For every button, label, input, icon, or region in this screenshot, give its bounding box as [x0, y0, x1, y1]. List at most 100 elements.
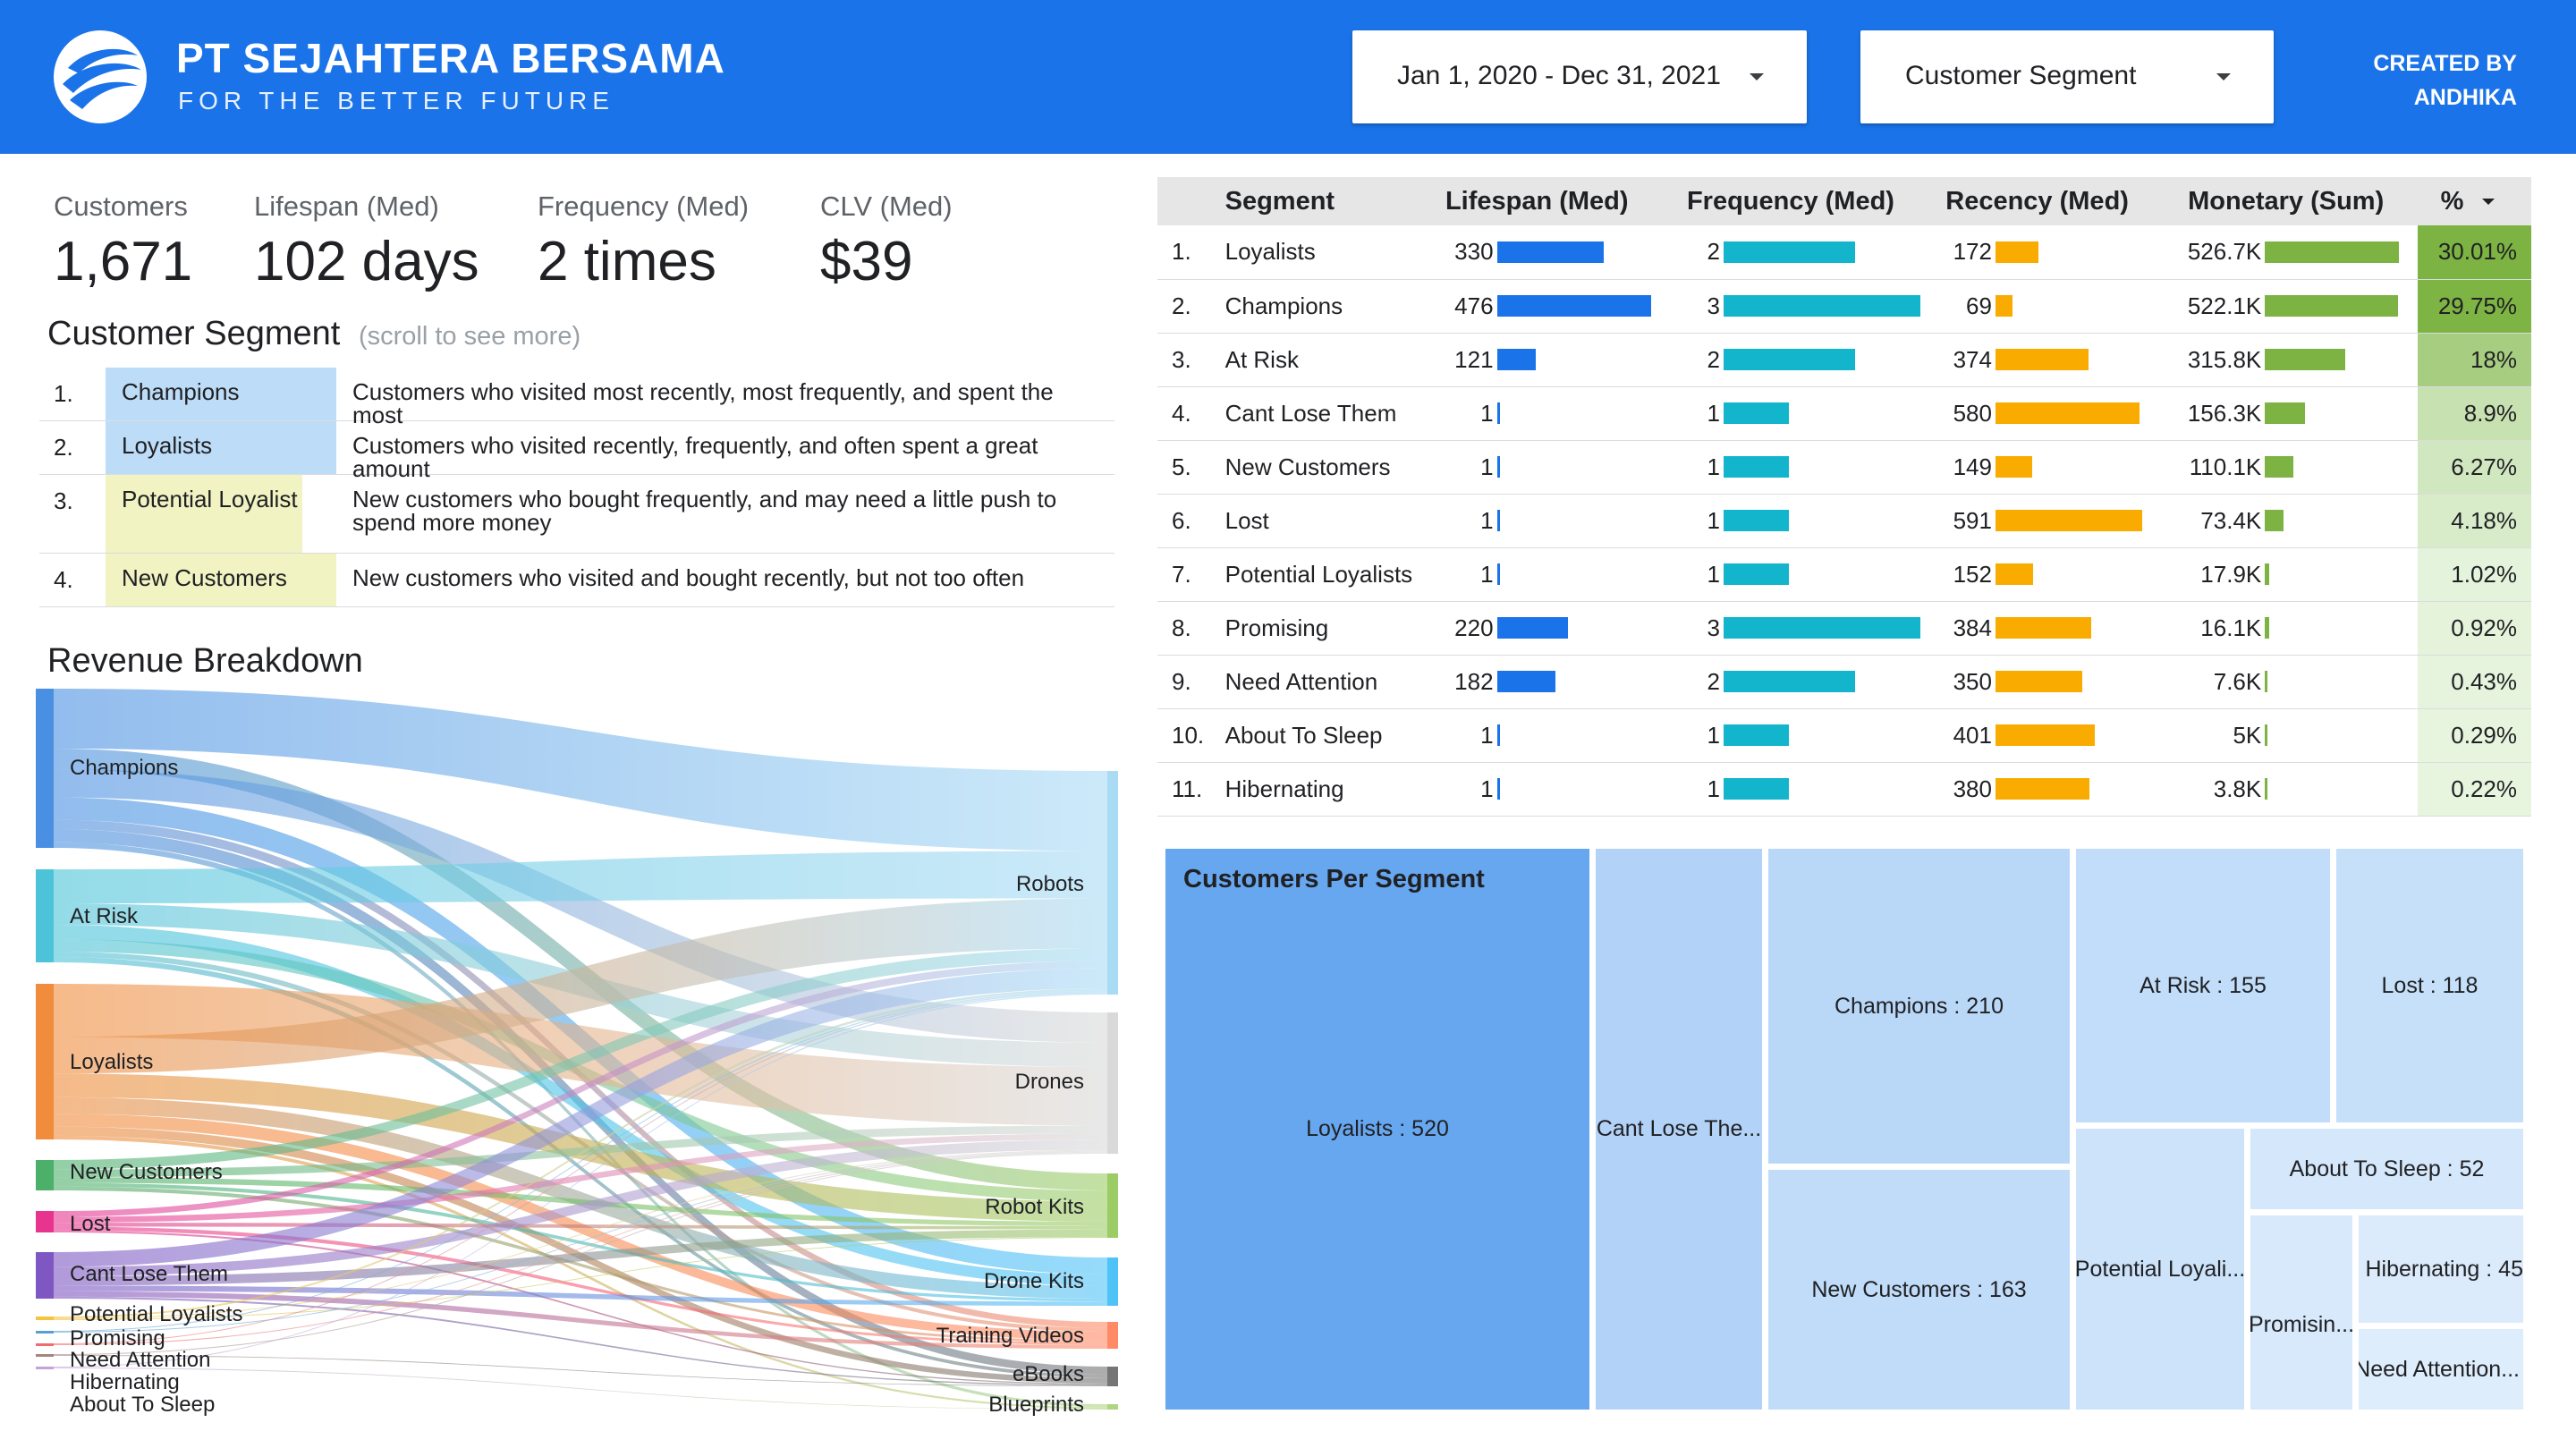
- table-row[interactable]: 8. Promising 220 3 384 16.1K 0.92%: [1157, 601, 2531, 656]
- table-row[interactable]: 3. At Risk 121 2 374 315.8K 18%: [1157, 333, 2531, 387]
- segment-filter-dropdown[interactable]: Customer Segment: [1860, 30, 2274, 123]
- sankey-link[interactable]: [54, 1296, 1107, 1386]
- treemap-cell-about-to-sleep[interactable]: About To Sleep : 52: [2250, 1129, 2523, 1209]
- sankey-link[interactable]: [54, 898, 1107, 1074]
- table-row[interactable]: 4. Cant Lose Them 1 1 580 156.3K 8.9%: [1157, 386, 2531, 441]
- sankey-source-node[interactable]: [36, 1354, 54, 1357]
- sankey-source-node[interactable]: [36, 1343, 54, 1346]
- cell-rec: 580: [1919, 386, 2155, 441]
- bar-cell: 1: [1661, 400, 1920, 428]
- sankey-link[interactable]: [54, 988, 1107, 1318]
- sankey-link[interactable]: [54, 1226, 1107, 1345]
- sankey-link[interactable]: [54, 1125, 1107, 1178]
- sankey-link[interactable]: [54, 1152, 1107, 1355]
- sankey-link[interactable]: [54, 1230, 1107, 1385]
- bar-cell: 580: [1920, 400, 2154, 428]
- treemap-cell-cant-lose-them[interactable]: Cant Lose The...: [1596, 849, 1762, 1410]
- data-bar: [2265, 671, 2268, 692]
- sankey-source-node[interactable]: [36, 1160, 54, 1190]
- bar-cell: 3: [1661, 292, 1920, 320]
- table-row[interactable]: 11. Hibernating 1 1 380 3.8K 0.22%: [1157, 762, 2531, 817]
- sankey-link[interactable]: [54, 1149, 1107, 1319]
- sankey-target-node[interactable]: [1107, 1173, 1118, 1238]
- table-row[interactable]: 7. Potential Loyalists 1 1 152 17.9K 1.02%: [1157, 547, 2531, 602]
- sankey-target-node[interactable]: [1107, 1404, 1118, 1410]
- sankey-target-node[interactable]: [1107, 1257, 1118, 1306]
- sankey-link[interactable]: [54, 689, 1107, 851]
- sankey-link[interactable]: [54, 992, 1107, 1344]
- sankey-link[interactable]: [54, 1097, 1107, 1300]
- header-percent[interactable]: %: [2418, 177, 2531, 225]
- bar-cell: 522.1K: [2154, 292, 2418, 320]
- data-bar: [1723, 671, 1855, 692]
- header-monetary[interactable]: Monetary (Sum): [2154, 177, 2419, 225]
- treemap-cell-potential-loyalists[interactable]: Potential Loyali...: [2076, 1129, 2244, 1410]
- sankey-node-label: Potential Loyalists: [70, 1302, 242, 1326]
- sankey-source-node[interactable]: [36, 1317, 54, 1320]
- data-bar: [1995, 778, 2090, 800]
- revenue-sankey-chart[interactable]: Champions At Risk Loyalists New Customers Lo…: [36, 689, 1118, 1422]
- sankey-link[interactable]: [54, 1186, 1107, 1343]
- treemap-cell-loyalists[interactable]: Loyalists : 520: [1165, 849, 1589, 1410]
- cell-freq: 1: [1660, 547, 1920, 602]
- treemap-cell-at-risk[interactable]: At Risk : 155: [2076, 849, 2330, 1122]
- sankey-link[interactable]: [54, 1229, 1107, 1286]
- sankey-link[interactable]: [54, 1355, 1107, 1386]
- treemap-cell-lost[interactable]: Lost : 118: [2336, 849, 2523, 1122]
- sankey-source-node[interactable]: [36, 869, 54, 962]
- sankey-link[interactable]: [54, 925, 1107, 1286]
- sankey-link[interactable]: [54, 1291, 1107, 1349]
- table-row[interactable]: 5. New Customers 1 1 149 110.1K 6.27%: [1157, 440, 2531, 495]
- sankey-link[interactable]: [54, 968, 1107, 1267]
- header-recency[interactable]: Recency (Med): [1919, 177, 2155, 225]
- sankey-source-node[interactable]: [36, 1331, 54, 1334]
- treemap-cell-champions[interactable]: Champions : 210: [1768, 849, 2070, 1164]
- table-row[interactable]: 10. About To Sleep 1 1 401 5K 0.29%: [1157, 708, 2531, 763]
- sankey-link[interactable]: [54, 1368, 1107, 1410]
- customers-per-segment-treemap[interactable]: Loyalists : 520 Cant Lose The... Champions…: [1165, 849, 2523, 1410]
- sankey-link[interactable]: [54, 993, 1107, 1368]
- sankey-link[interactable]: [54, 1285, 1107, 1306]
- sankey-link[interactable]: [54, 990, 1107, 1332]
- sankey-target-node[interactable]: [1107, 1012, 1118, 1154]
- sankey-source-node[interactable]: [36, 1367, 54, 1369]
- cell-freq: 1: [1660, 708, 1920, 763]
- table-row[interactable]: 1. Loyalists 330 2 172 526.7K 30.01%: [1157, 225, 2531, 280]
- treemap-cell-new-customers[interactable]: New Customers : 163: [1768, 1170, 2070, 1410]
- sankey-link[interactable]: [54, 1150, 1107, 1333]
- sankey-source-node[interactable]: [36, 1252, 54, 1299]
- treemap-cell-promising[interactable]: Promisin...: [2250, 1215, 2352, 1410]
- sankey-target-node[interactable]: [1107, 1322, 1118, 1349]
- treemap-cell-hibernating[interactable]: Hibernating : 45: [2359, 1215, 2523, 1323]
- sankey-link[interactable]: [54, 1177, 1107, 1226]
- sankey-target-node[interactable]: [1107, 1367, 1118, 1386]
- rfm-table[interactable]: Segment Lifespan (Med) Frequency (Med) R…: [1157, 177, 2531, 817]
- segment-name: Champions: [1210, 279, 1413, 334]
- header-lifespan[interactable]: Lifespan (Med): [1412, 177, 1661, 225]
- sankey-link[interactable]: [54, 961, 1107, 1217]
- treemap-cell-need-attention[interactable]: Need Attention...: [2359, 1329, 2523, 1410]
- sankey-link[interactable]: [54, 1139, 1107, 1277]
- sankey-link[interactable]: [54, 769, 1107, 1043]
- header-segment[interactable]: Segment: [1210, 177, 1413, 225]
- table-row[interactable]: 6. Lost 1 1 591 73.4K 4.18%: [1157, 494, 2531, 548]
- sort-down-icon[interactable]: [2481, 199, 2495, 206]
- sankey-source-node[interactable]: [36, 1211, 54, 1232]
- sankey-target-node[interactable]: [1107, 771, 1118, 995]
- sankey-source-node[interactable]: [36, 689, 54, 848]
- table-row[interactable]: 2. Champions 476 3 69 522.1K 29.75%: [1157, 279, 2531, 334]
- bar-cell: 2: [1661, 238, 1920, 266]
- sankey-link[interactable]: [54, 1237, 1107, 1320]
- sankey-link[interactable]: [54, 851, 1107, 903]
- sankey-node-label: At Risk: [70, 904, 139, 928]
- sankey-link[interactable]: [54, 948, 1107, 1170]
- sankey-link[interactable]: [54, 1135, 1107, 1410]
- header-frequency[interactable]: Frequency (Med): [1660, 177, 1920, 225]
- segment-definitions-table[interactable]: 1. Champions Customers who visited most …: [39, 368, 1114, 607]
- sankey-link[interactable]: [54, 1133, 1107, 1224]
- sankey-source-node[interactable]: [36, 984, 54, 1139]
- date-range-dropdown[interactable]: Jan 1, 2020 - Dec 31, 2021: [1352, 30, 1807, 123]
- sankey-link[interactable]: [54, 957, 1107, 1378]
- table-row[interactable]: 9. Need Attention 182 2 350 7.6K 0.43%: [1157, 655, 2531, 709]
- sankey-link[interactable]: [54, 1151, 1107, 1345]
